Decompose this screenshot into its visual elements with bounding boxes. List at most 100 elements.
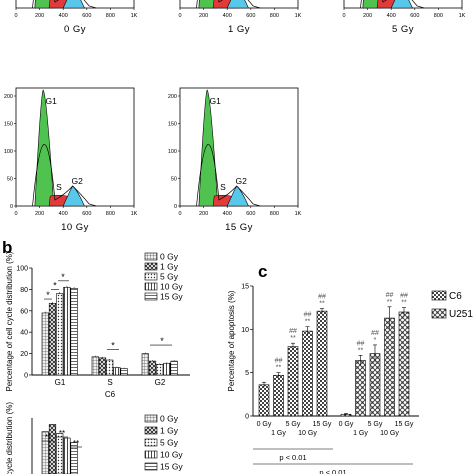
y-tick-label: 100 xyxy=(168,149,177,155)
x-tick-label: 200 xyxy=(363,13,372,19)
y-tick-label: 10 xyxy=(241,327,249,334)
panel-c-letter: c xyxy=(258,262,267,281)
legend-label: 0 Gy xyxy=(160,414,179,424)
y-tick-label: 50 xyxy=(171,177,177,183)
legend-swatch xyxy=(144,414,158,423)
g2-peak xyxy=(390,0,413,9)
legend-swatch xyxy=(144,252,158,261)
significance-hash: ## xyxy=(275,358,283,365)
category-label: S xyxy=(107,378,112,387)
category-label: G1 xyxy=(55,378,66,387)
dose-label: 5 Gy xyxy=(392,24,414,35)
x-axis-title: C6 xyxy=(105,390,116,399)
bar xyxy=(41,431,49,474)
x-tick-label: 800 xyxy=(106,211,115,217)
y-tick-label: 5 xyxy=(245,370,249,377)
significance-star: * xyxy=(374,337,377,344)
x-tick-label: 0 xyxy=(342,13,345,19)
category-label: 15 Gy xyxy=(395,421,414,428)
panel-b-letter: b xyxy=(2,238,12,257)
histogram-outline xyxy=(32,144,97,207)
g2-peak xyxy=(226,0,249,9)
s-label: S xyxy=(220,182,226,192)
y-axis-title: Percentage of apoptosis (%) xyxy=(227,290,236,391)
x-tick-label: 800 xyxy=(434,13,443,19)
legend-swatch xyxy=(144,282,158,291)
dose-label: 10 Gy xyxy=(61,222,89,233)
significance-star: * xyxy=(46,290,50,300)
bar xyxy=(141,353,149,376)
x-tick-label: 1K xyxy=(295,13,302,19)
x-tick-label: 800 xyxy=(106,13,115,19)
significance-star: ** xyxy=(387,299,393,306)
x-tick-label: 200 xyxy=(35,13,44,19)
p-value-label: p < 0.01 xyxy=(279,453,306,462)
significance-star: ** xyxy=(59,429,65,438)
legend-label: C6 xyxy=(449,291,462,302)
y-tick-label: 100 xyxy=(16,266,28,273)
legend-label: 1 Gy xyxy=(160,426,179,436)
bar xyxy=(355,360,366,417)
significance-hash: ## xyxy=(371,330,379,337)
category-label: 10 Gy xyxy=(380,430,399,437)
legend-swatch xyxy=(144,426,158,435)
legend-swatch xyxy=(144,438,158,447)
bar xyxy=(120,368,128,376)
bar xyxy=(156,363,164,376)
significance-star: * xyxy=(111,340,115,350)
bar xyxy=(316,310,328,417)
significance-star: ** xyxy=(319,301,325,308)
bar xyxy=(398,311,410,417)
legend-swatch xyxy=(144,450,158,459)
g2-peak xyxy=(62,0,85,9)
x-tick-label: 400 xyxy=(223,13,232,19)
significance-star: ** xyxy=(276,365,282,372)
y-tick-label: 150 xyxy=(4,122,13,128)
legend-label: 15 Gy xyxy=(160,292,183,302)
legend-label: 15 Gy xyxy=(160,462,183,472)
dose-label: 15 Gy xyxy=(225,222,253,233)
dose-label: 1 Gy xyxy=(228,24,250,35)
y-tick-label: 200 xyxy=(4,94,13,100)
category-label: 5 Gy xyxy=(368,421,383,428)
bar xyxy=(163,362,171,376)
bar xyxy=(98,357,107,376)
apoptosis-legend: C6 U251 xyxy=(431,290,473,320)
bar xyxy=(70,442,78,474)
significance-star: ** xyxy=(73,439,79,448)
category-label: 1 Gy xyxy=(353,430,368,437)
y-tick-label: 15 xyxy=(241,284,249,291)
bar xyxy=(302,330,313,417)
bar xyxy=(170,360,178,376)
legend-swatch xyxy=(144,462,158,471)
y-tick-label: 100 xyxy=(4,149,13,155)
significance-star: * xyxy=(53,280,57,290)
bar xyxy=(48,303,57,376)
bar xyxy=(258,384,270,417)
legend-label: 10 Gy xyxy=(160,450,183,460)
bar xyxy=(63,286,71,376)
x-tick-label: 200 xyxy=(35,211,44,217)
y-axis-title: cell cycle distribution (%) xyxy=(5,402,14,474)
x-tick-label: 200 xyxy=(199,13,208,19)
s-label: S xyxy=(56,182,62,192)
significance-star: ** xyxy=(290,335,296,342)
bar xyxy=(106,359,114,376)
significance-star: ** xyxy=(358,347,364,354)
legend-swatch xyxy=(144,292,158,301)
g1-peak xyxy=(34,89,55,207)
y-axis-title: Percentage of cell cycle distribution (%… xyxy=(5,251,14,391)
x-tick-label: 1K xyxy=(459,13,466,19)
dose-label: 0 Gy xyxy=(64,24,86,35)
g1-peak xyxy=(198,89,219,207)
x-tick-label: 400 xyxy=(387,13,396,19)
histogram-panel-1: SG202004006008001K1 Gy xyxy=(178,0,302,35)
category-label: G2 xyxy=(155,378,166,387)
x-tick-label: 800 xyxy=(270,211,279,217)
x-tick-label: 800 xyxy=(270,13,279,19)
legend-label: 5 Gy xyxy=(160,438,179,448)
x-tick-label: 600 xyxy=(82,13,91,19)
